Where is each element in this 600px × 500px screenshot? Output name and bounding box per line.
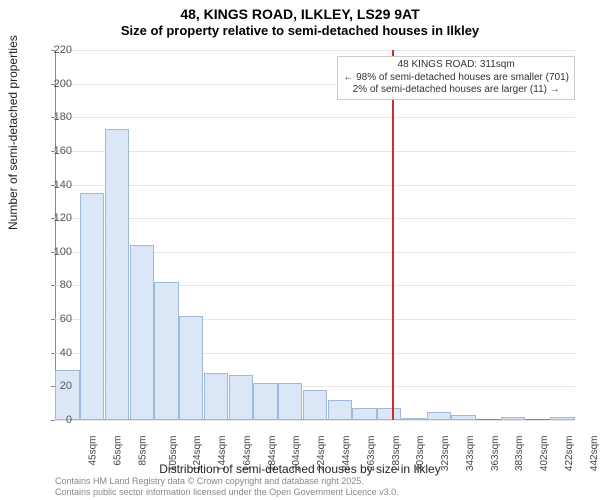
x-tick-label: 204sqm [292, 436, 303, 472]
chart-title: 48, KINGS ROAD, ILKLEY, LS29 9AT [0, 6, 600, 22]
x-tick-label: 422sqm [564, 436, 575, 472]
x-tick-label: 144sqm [217, 436, 228, 472]
reference-line [392, 50, 394, 420]
x-tick-label: 323sqm [440, 436, 451, 472]
plot [55, 50, 575, 420]
histogram-bar [550, 417, 574, 420]
x-tick-label: 105sqm [168, 436, 179, 472]
y-tick-label: 60 [42, 313, 72, 325]
y-tick-label: 100 [42, 246, 72, 258]
x-tick-label: 303sqm [415, 436, 426, 472]
y-tick-label: 220 [42, 44, 72, 56]
x-tick-label: 124sqm [193, 436, 204, 472]
x-tick-label: 263sqm [366, 436, 377, 472]
histogram-bar [377, 408, 401, 420]
annotation-box: 48 KINGS ROAD: 311sqm ← 98% of semi-deta… [337, 56, 575, 100]
histogram-bar [253, 383, 277, 420]
x-tick-label: 224sqm [316, 436, 327, 472]
y-axis-label: Number of semi-detached properties [6, 35, 20, 230]
histogram-bar [204, 373, 228, 420]
x-tick-label: 184sqm [267, 436, 278, 472]
histogram-bar [501, 417, 525, 420]
y-tick-label: 40 [42, 347, 72, 359]
y-tick-label: 160 [42, 145, 72, 157]
gridline-h [55, 218, 575, 219]
annotation-line1: 48 KINGS ROAD: 311sqm [343, 59, 569, 72]
x-tick-label: 85sqm [137, 436, 148, 466]
gridline-h [55, 420, 575, 421]
y-tick-label: 140 [42, 179, 72, 191]
x-tick-label: 283sqm [391, 436, 402, 472]
histogram-bar [179, 316, 203, 420]
attribution: Contains HM Land Registry data © Crown c… [55, 476, 399, 498]
histogram-bar [154, 282, 178, 420]
histogram-bar [352, 408, 376, 420]
x-tick-label: 442sqm [589, 436, 600, 472]
annotation-line2: ← 98% of semi-detached houses are smalle… [343, 72, 569, 85]
annotation-line3: 2% of semi-detached houses are larger (1… [343, 84, 569, 97]
chart-subtitle: Size of property relative to semi-detach… [0, 23, 600, 38]
histogram-bar [278, 383, 302, 420]
gridline-h [55, 151, 575, 152]
y-tick-label: 80 [42, 279, 72, 291]
histogram-bar [105, 129, 129, 420]
chart-plot-area [55, 50, 575, 420]
histogram-bar [130, 245, 154, 420]
y-tick-label: 180 [42, 111, 72, 123]
x-tick-label: 363sqm [490, 436, 501, 472]
chart-title-block: 48, KINGS ROAD, ILKLEY, LS29 9AT Size of… [0, 0, 600, 38]
y-tick-label: 20 [42, 380, 72, 392]
y-tick-label: 0 [42, 414, 72, 426]
x-tick-label: 402sqm [539, 436, 550, 472]
histogram-bar [303, 390, 327, 420]
histogram-bar [402, 418, 426, 420]
histogram-bar [328, 400, 352, 420]
y-tick-label: 120 [42, 212, 72, 224]
gridline-h [55, 50, 575, 51]
x-tick-label: 383sqm [514, 436, 525, 472]
attribution-line1: Contains HM Land Registry data © Crown c… [55, 476, 399, 487]
histogram-bar [451, 415, 475, 420]
histogram-bar [229, 375, 253, 420]
histogram-bar [55, 370, 79, 420]
gridline-h [55, 185, 575, 186]
y-axis-line [55, 50, 56, 420]
attribution-line2: Contains public sector information licen… [55, 487, 399, 498]
gridline-h [55, 117, 575, 118]
x-tick-label: 45sqm [88, 436, 99, 466]
y-tick-label: 200 [42, 78, 72, 90]
histogram-bar [80, 193, 104, 420]
histogram-bar [427, 412, 451, 420]
x-tick-label: 164sqm [242, 436, 253, 472]
x-tick-label: 65sqm [113, 436, 124, 466]
x-tick-label: 343sqm [465, 436, 476, 472]
x-tick-label: 244sqm [341, 436, 352, 472]
